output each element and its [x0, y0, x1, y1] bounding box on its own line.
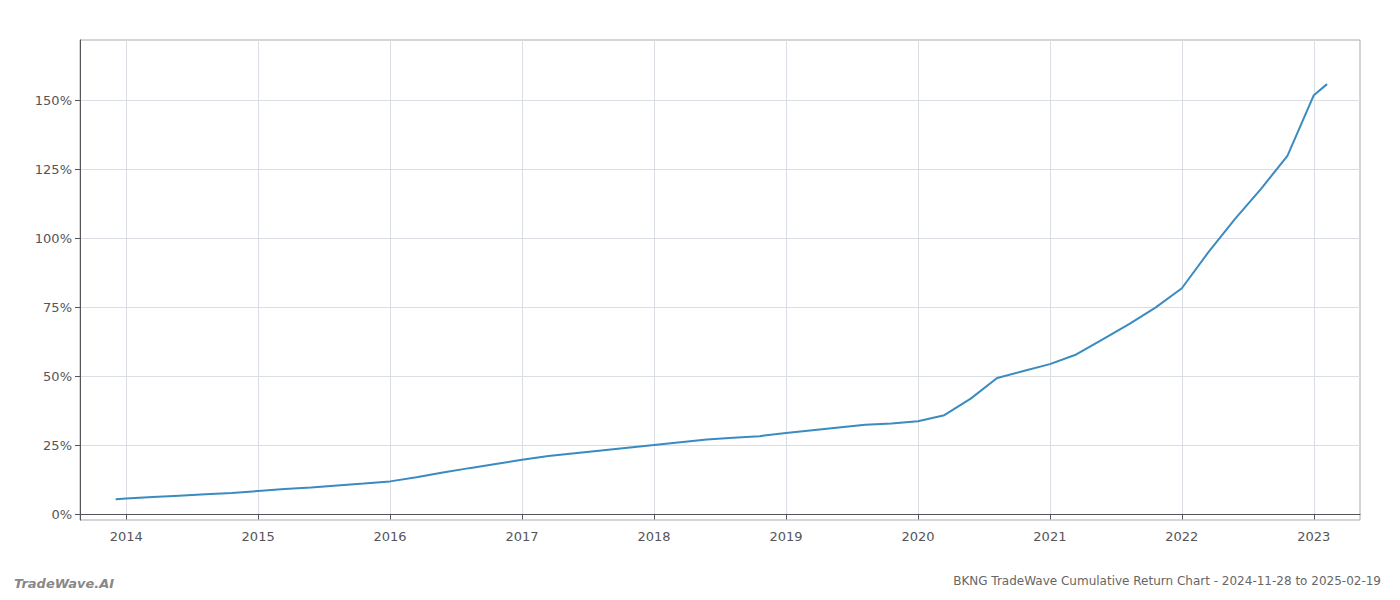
svg-text:25%: 25%: [43, 438, 72, 453]
svg-text:2019: 2019: [769, 529, 802, 544]
svg-text:2015: 2015: [242, 529, 275, 544]
svg-text:2021: 2021: [1033, 529, 1066, 544]
svg-text:BKNG TradeWave Cumulative Retu: BKNG TradeWave Cumulative Return Chart -…: [953, 574, 1381, 588]
svg-text:125%: 125%: [35, 162, 72, 177]
svg-text:2020: 2020: [901, 529, 934, 544]
svg-text:100%: 100%: [35, 231, 72, 246]
svg-text:2022: 2022: [1165, 529, 1198, 544]
svg-text:2023: 2023: [1297, 529, 1330, 544]
svg-text:2016: 2016: [374, 529, 407, 544]
svg-text:0%: 0%: [51, 507, 72, 522]
svg-text:150%: 150%: [35, 93, 72, 108]
svg-text:2018: 2018: [637, 529, 670, 544]
svg-text:50%: 50%: [43, 369, 72, 384]
svg-text:75%: 75%: [43, 300, 72, 315]
svg-text:2017: 2017: [506, 529, 539, 544]
svg-text:2014: 2014: [110, 529, 143, 544]
svg-text:TradeWave.AI: TradeWave.AI: [14, 576, 114, 591]
